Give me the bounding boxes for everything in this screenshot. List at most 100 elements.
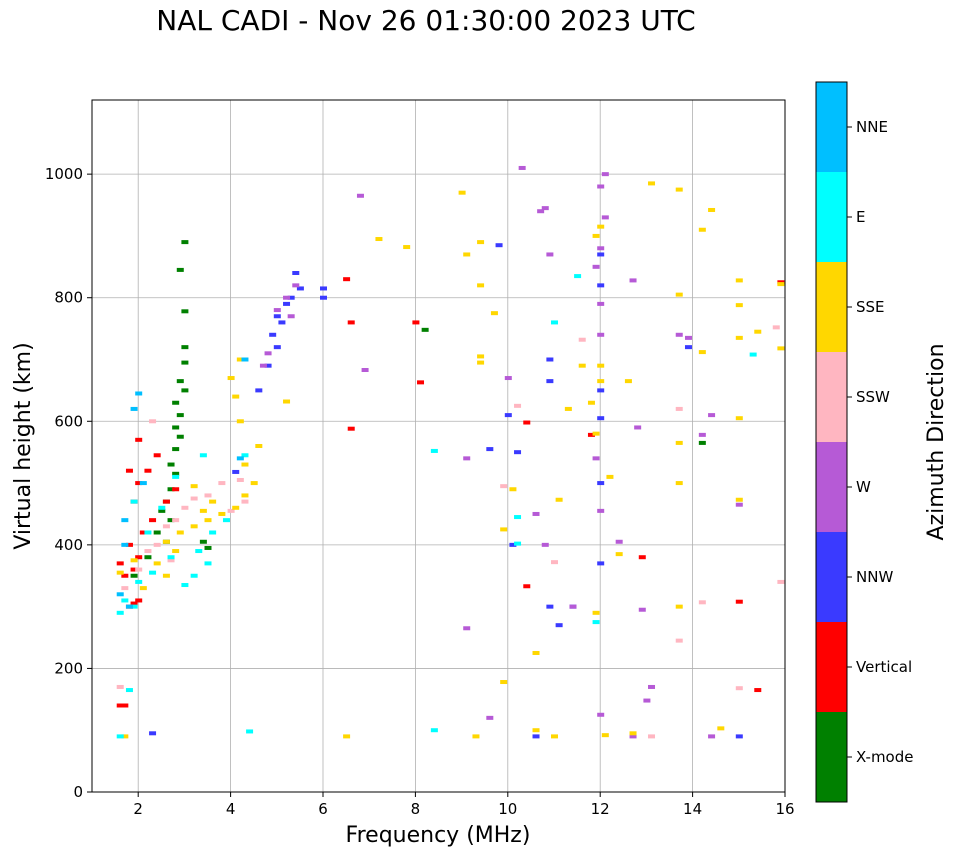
colorbar-segment — [816, 622, 847, 712]
data-point-ssw — [241, 499, 249, 504]
data-point-sse — [500, 680, 508, 685]
data-point-sse — [375, 237, 383, 242]
data-point-sse — [615, 552, 623, 557]
data-point-vertical — [417, 380, 425, 385]
data-point-nnw — [269, 332, 277, 337]
data-point-e — [158, 505, 166, 510]
data-point-ssw — [181, 505, 189, 510]
data-point-sse — [227, 376, 235, 381]
data-point-sse — [477, 283, 485, 288]
colorbar-segment — [816, 82, 847, 172]
data-point-e — [135, 579, 143, 584]
data-point-ssw — [144, 549, 152, 554]
data-point-x-mode — [181, 309, 189, 314]
data-point-sse — [601, 733, 609, 738]
data-point-ssw — [135, 567, 143, 572]
data-point-sse — [698, 227, 706, 232]
x-axis-ticks: 2 4 6 8 10 12 14 16 — [133, 792, 795, 818]
data-point-x-mode — [181, 360, 189, 365]
colorbar-segment — [816, 352, 847, 442]
data-point-x-mode — [421, 327, 429, 332]
x-tick-label: 10 — [498, 800, 517, 818]
data-point-sse — [675, 187, 683, 192]
data-point-vertical — [149, 518, 157, 523]
data-point-ssw — [578, 337, 586, 342]
data-point-sse — [597, 224, 605, 229]
data-point-nne — [121, 542, 129, 547]
data-point-nnw — [278, 320, 286, 325]
data-point-vertical — [135, 437, 143, 442]
y-tick-label: 0 — [73, 783, 83, 801]
data-point-w — [597, 712, 605, 717]
data-point-nne — [139, 481, 147, 486]
colorbar-segment — [816, 262, 847, 352]
data-point-vertical — [135, 598, 143, 603]
data-point-sse — [153, 561, 161, 566]
data-point-sse — [675, 481, 683, 486]
data-point-ssw — [236, 477, 244, 482]
data-point-sse — [592, 233, 600, 238]
data-point-sse — [241, 462, 249, 467]
data-point-sse — [648, 181, 656, 186]
x-tick-label: 8 — [411, 800, 421, 818]
data-point-w — [592, 264, 600, 269]
data-point-vertical — [135, 555, 143, 560]
data-point-w — [708, 413, 716, 418]
x-axis-label: Frequency (MHz) — [346, 823, 531, 848]
data-point-sse — [675, 292, 683, 297]
data-point-nnw — [509, 542, 517, 547]
data-point-ssw — [204, 493, 212, 498]
data-point-nnw — [597, 388, 605, 393]
data-point-x-mode — [172, 400, 180, 405]
data-point-vertical — [116, 703, 124, 708]
data-point-e — [125, 688, 133, 693]
data-point-sse — [162, 573, 170, 578]
data-point-x-mode — [204, 545, 212, 550]
data-point-ssw — [172, 518, 180, 523]
data-point-w — [643, 698, 651, 703]
data-point-nnw — [287, 295, 295, 300]
data-point-sse — [403, 245, 411, 250]
data-point-e — [130, 604, 138, 609]
data-point-nnw — [486, 447, 494, 452]
data-point-vertical — [139, 530, 147, 535]
data-point-e — [514, 515, 522, 520]
data-point-w — [361, 368, 369, 373]
data-point-nnw — [597, 252, 605, 257]
data-point-vertical — [523, 420, 531, 425]
data-point-vertical — [347, 426, 355, 431]
data-point-nnw — [273, 314, 281, 319]
data-point-w — [597, 508, 605, 513]
data-point-nnw — [532, 734, 540, 739]
data-point-nnw — [597, 561, 605, 566]
data-point-vertical — [130, 567, 138, 572]
data-point-vertical — [735, 599, 743, 604]
data-point-sse — [629, 731, 637, 736]
data-point-sse — [735, 335, 743, 340]
data-point-sse — [564, 406, 572, 411]
colorbar-segment — [816, 532, 847, 622]
data-point-w — [648, 684, 656, 689]
data-point-x-mode — [167, 462, 175, 467]
data-point-sse — [139, 586, 147, 591]
data-point-sse — [587, 400, 595, 405]
data-point-x-mode — [172, 425, 180, 430]
y-tick-label: 400 — [54, 536, 83, 554]
data-point-ssw — [218, 481, 226, 486]
colorbar-tick-label: E — [856, 208, 865, 226]
data-point-sse — [675, 604, 683, 609]
data-point-sse — [218, 511, 226, 516]
data-point-e — [181, 583, 189, 588]
data-point-ssw — [227, 508, 235, 513]
data-point-x-mode — [199, 539, 207, 544]
data-point-w — [597, 184, 605, 189]
colorbar-tick-label: NNE — [856, 118, 888, 136]
data-point-nnw — [546, 357, 554, 362]
x-tick-label: 16 — [775, 800, 794, 818]
data-point-e — [430, 448, 438, 453]
data-point-e — [172, 474, 180, 479]
colorbar-segment — [816, 172, 847, 262]
data-point-ssw — [500, 484, 508, 489]
data-point-sse — [116, 570, 124, 575]
data-point-ssw — [698, 600, 706, 605]
